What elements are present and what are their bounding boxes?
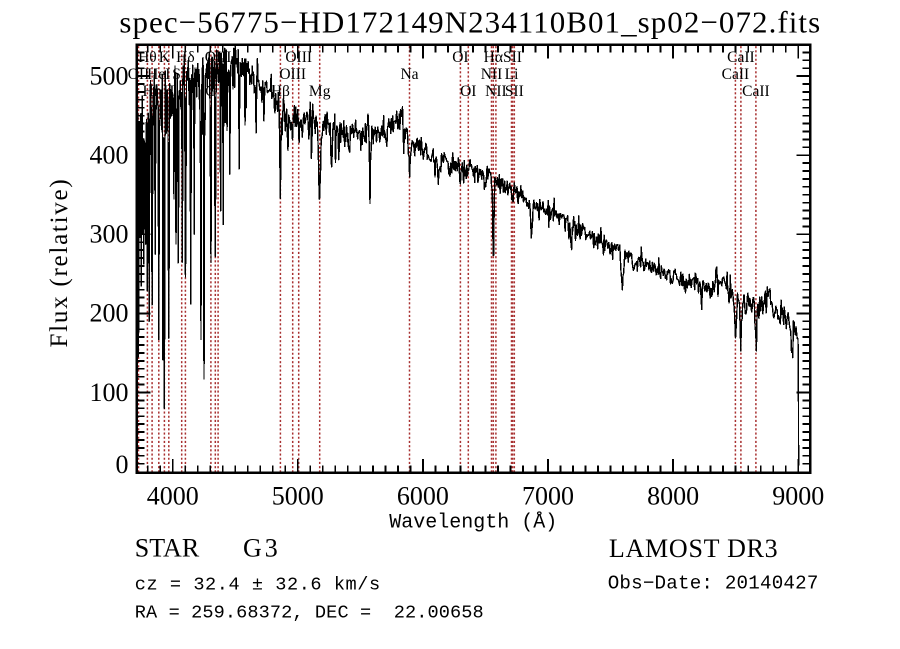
svg-text:Li: Li <box>505 66 519 83</box>
svg-text:5000: 5000 <box>272 482 324 511</box>
svg-text:OIII: OIII <box>279 66 306 83</box>
svg-text:8000: 8000 <box>647 482 699 511</box>
svg-text:Na: Na <box>400 66 418 83</box>
svg-text:Wavelength (Å): Wavelength (Å) <box>389 512 557 535</box>
svg-text:500: 500 <box>90 61 129 90</box>
svg-text:NII: NII <box>481 66 503 83</box>
svg-text:Flux (relative): Flux (relative) <box>46 178 73 348</box>
svg-text:Obs−Date: 20140427: Obs−Date: 20140427 <box>608 572 819 594</box>
svg-text:CaII: CaII <box>722 66 750 83</box>
svg-text:Hα: Hα <box>484 49 503 66</box>
svg-text:300: 300 <box>90 220 129 249</box>
svg-text:Hη: Hη <box>142 83 161 100</box>
svg-text:SII: SII <box>505 83 524 100</box>
svg-text:OII: OII <box>128 66 150 83</box>
svg-text:LAMOST DR3: LAMOST DR3 <box>609 534 779 563</box>
svg-text:0: 0 <box>116 450 129 479</box>
svg-text:K: K <box>159 49 171 66</box>
svg-text:4000: 4000 <box>147 482 199 511</box>
svg-text:6000: 6000 <box>397 482 449 511</box>
svg-text:SII: SII <box>503 49 522 66</box>
svg-text:Hδ: Hδ <box>176 49 195 66</box>
svg-text:cz = 32.4 ± 32.6 km/s: cz = 32.4 ± 32.6 km/s <box>135 575 381 596</box>
svg-text:H: H <box>163 83 174 100</box>
svg-text:7000: 7000 <box>522 482 574 511</box>
svg-text:CaII: CaII <box>742 83 770 100</box>
svg-text:OIII: OIII <box>285 49 312 66</box>
svg-text:100: 100 <box>90 378 129 407</box>
svg-text:9000: 9000 <box>772 482 824 511</box>
svg-text:OI: OI <box>452 49 468 66</box>
svg-text:spec−56775−HD172149N234110B01_: spec−56775−HD172149N234110B01_sp02−072.f… <box>119 5 821 40</box>
svg-text:Mg: Mg <box>309 83 331 100</box>
svg-text:STAR: STAR <box>135 534 200 563</box>
svg-text:NII: NII <box>485 83 507 100</box>
svg-text:CaII: CaII <box>727 49 755 66</box>
svg-text:200: 200 <box>90 299 129 328</box>
svg-text:OI: OI <box>460 83 476 100</box>
svg-text:400: 400 <box>90 141 129 170</box>
svg-text:RA = 259.68372, DEC = 22.0065: RA = 259.68372, DEC = 22.00658 <box>135 602 484 623</box>
svg-text:G3: G3 <box>243 534 281 563</box>
